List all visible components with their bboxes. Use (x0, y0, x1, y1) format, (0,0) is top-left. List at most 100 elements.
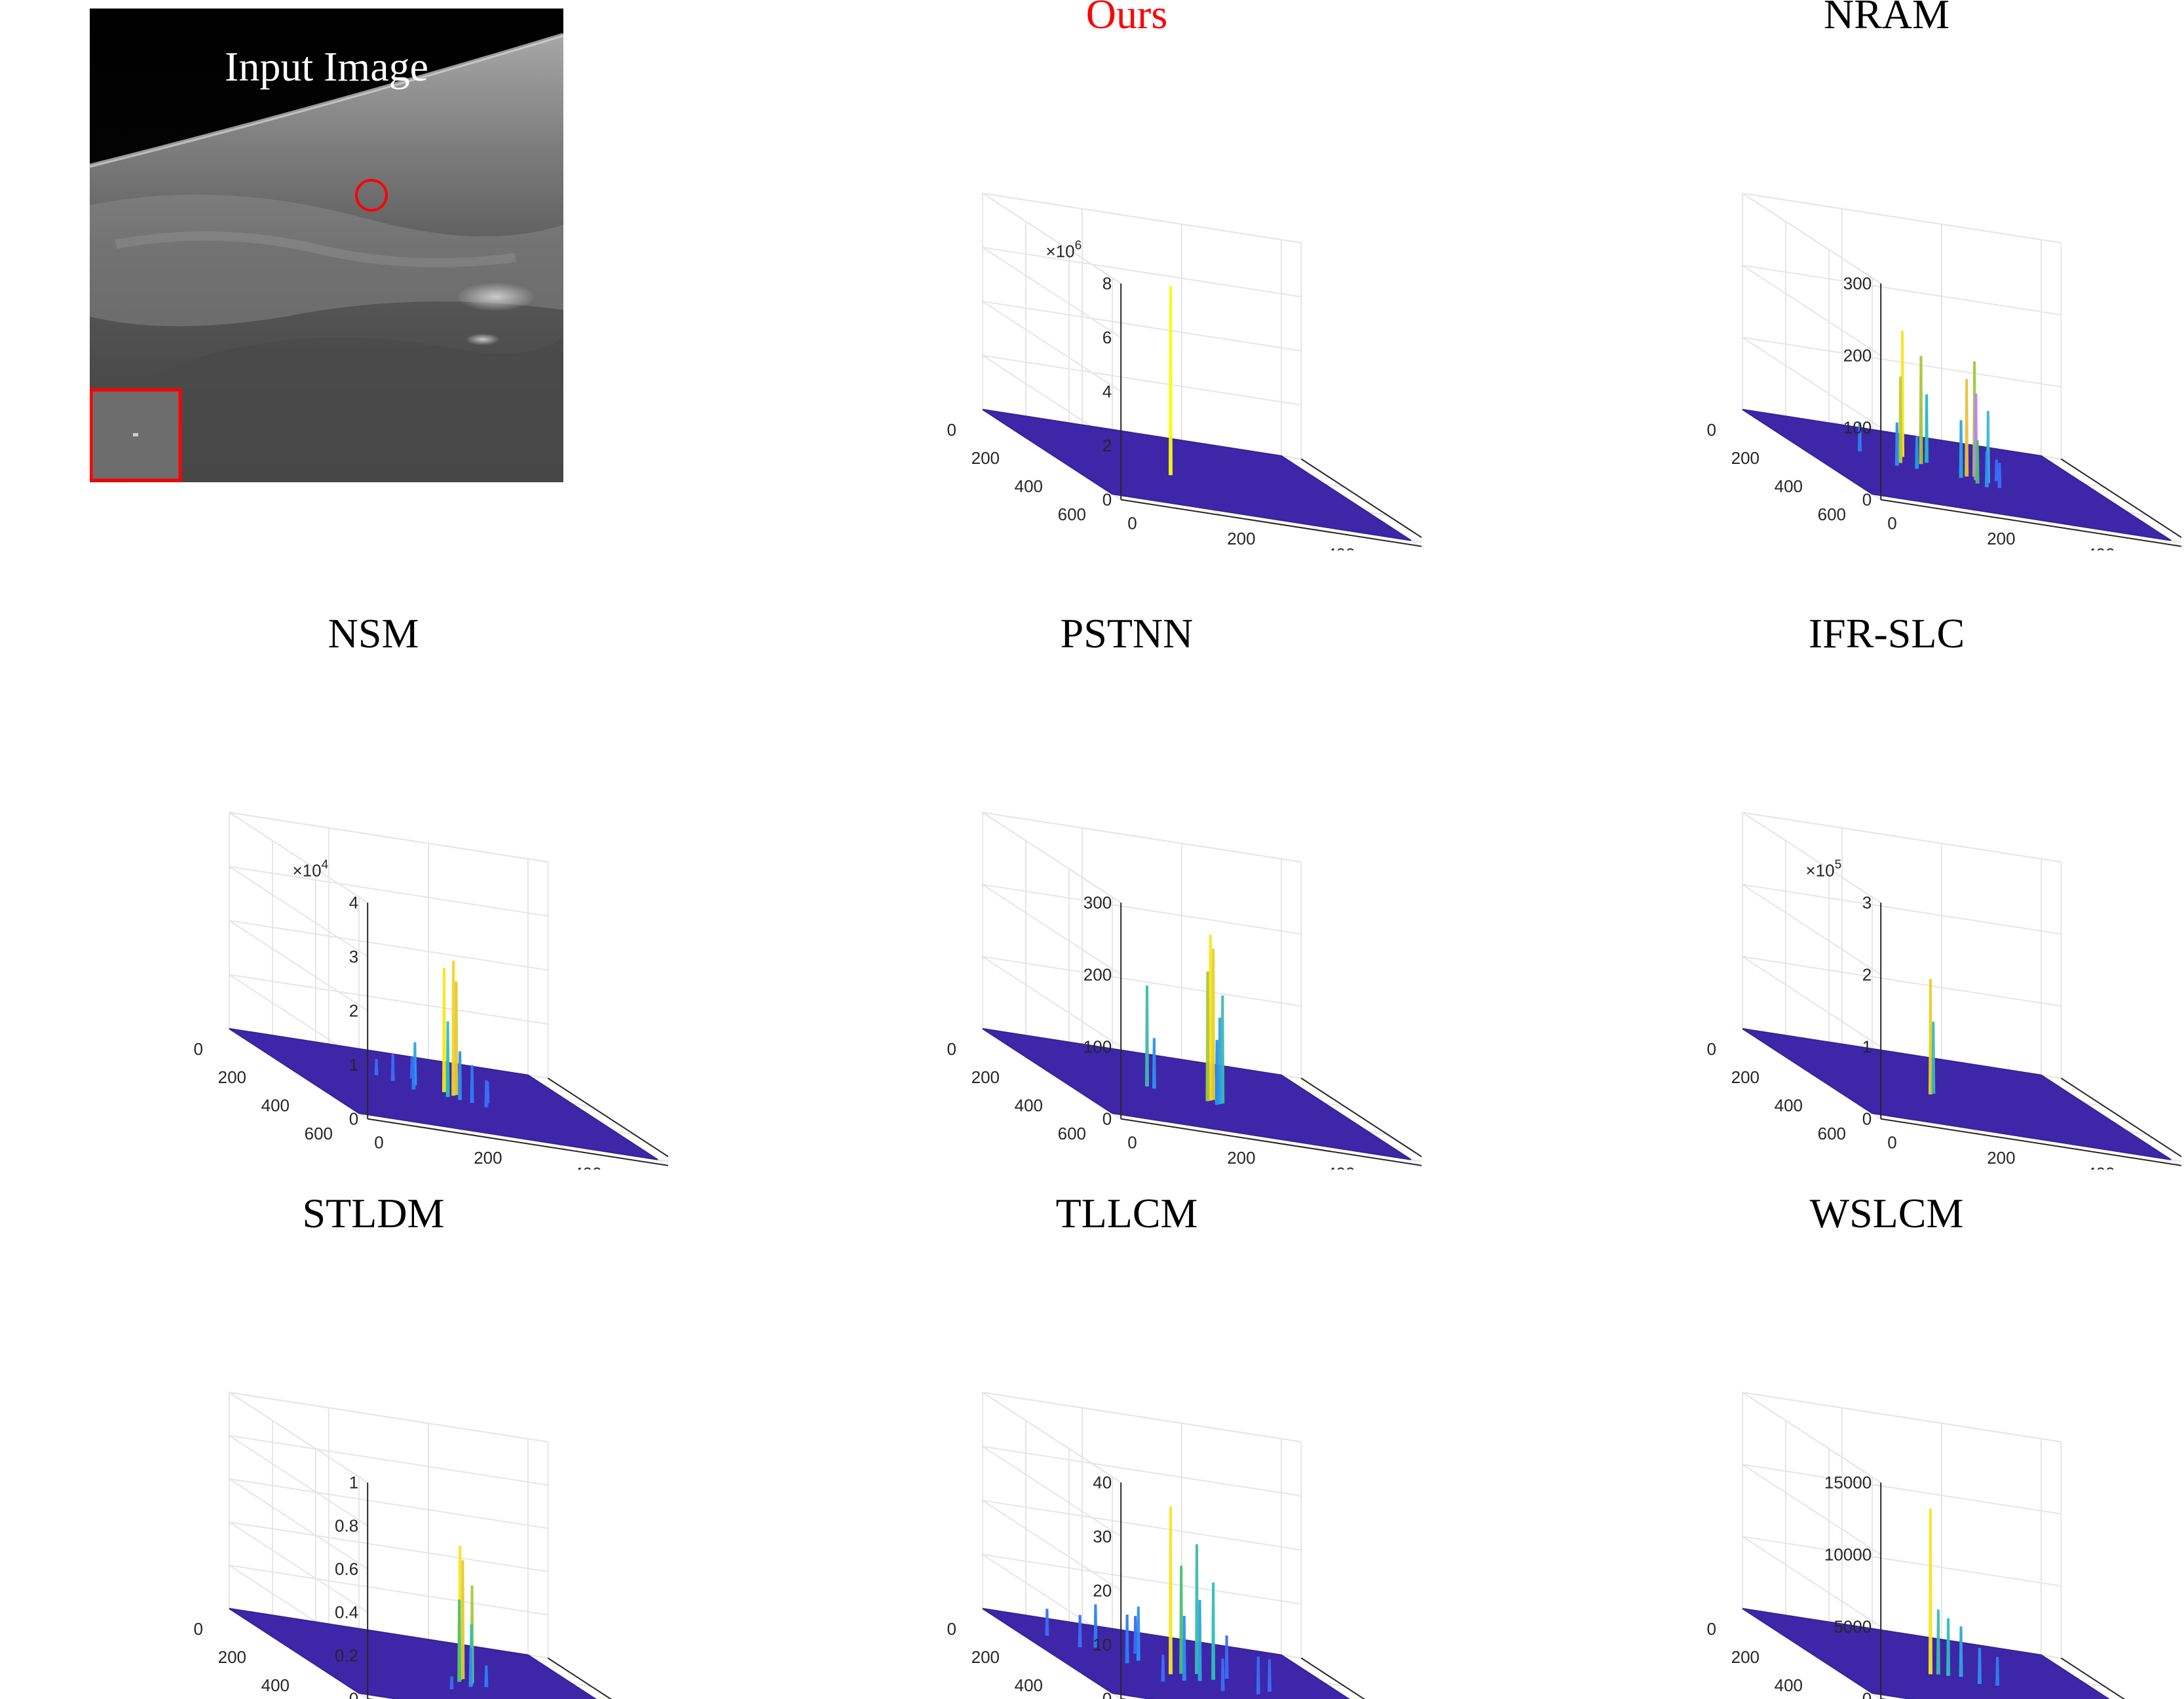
y-tick-label: 0 (194, 1619, 203, 1639)
z-tick-label: 200 (1083, 965, 1112, 985)
y-tick-label: 200 (971, 1647, 1000, 1667)
x-tick-label: 0 (1127, 514, 1137, 533)
tick-labels: 02004006000200400600010203040 (947, 1473, 1112, 1699)
tick-labels: 0200400600020040060001234×104 (194, 858, 602, 1170)
z-tick-label: 0 (1862, 1689, 1872, 1699)
x-tick-label: 200 (1227, 529, 1255, 548)
peak (1169, 1506, 1173, 1675)
surface-plot: 0200400600020040060000.20.40.60.81 (194, 1392, 612, 1699)
peaks (1929, 979, 1936, 1095)
surface-floor (1742, 1028, 2172, 1160)
surface-panel-ifr-slc: IFR-SLC020040060002004006000123×105 (1513, 610, 2181, 1170)
y-tick-label: 600 (305, 1124, 333, 1143)
peak (454, 982, 459, 1096)
tick-labels: 02004006000200400600050001000015000 (1707, 1473, 1872, 1699)
peak (1931, 1021, 1936, 1094)
peak (1179, 1565, 1184, 1674)
surface-plot: 020040060002004006000100200300 (1707, 193, 2181, 550)
target-circle-marker (355, 179, 388, 212)
surface-panel-pstnn: PSTNN020040060002004006000100200300 (753, 610, 1421, 1170)
axes (1880, 1482, 2126, 1699)
peak (1978, 1648, 1982, 1685)
x-tick-label: 400 (1327, 1164, 1355, 1170)
peak (1218, 1018, 1222, 1105)
peak (1220, 1658, 1225, 1691)
z-tick-label: 40 (1093, 1473, 1112, 1493)
surface-panel-nsm: NSM0200400600020040060001234×104 (0, 610, 668, 1170)
peak (458, 1051, 462, 1100)
surface-floor (1742, 409, 2172, 541)
panel-title: Ours (1085, 0, 1168, 37)
input-image (90, 9, 563, 482)
y-tick-label: 600 (1058, 505, 1086, 524)
peak (1946, 1618, 1951, 1676)
surface-plot: 0200400600020040060001234×104 (194, 812, 668, 1170)
surface-panel-tllcm: TLLCM02004006000200400600010203040 (753, 1190, 1421, 1699)
z-tick-label: 1 (349, 1473, 358, 1493)
surface-floor (982, 1028, 1412, 1160)
x-tick-label: 200 (1227, 1148, 1255, 1168)
peak (442, 968, 446, 1092)
peak (1929, 979, 1932, 1095)
z-tick-label: 10 (1093, 1635, 1112, 1654)
peak (468, 1648, 473, 1687)
peak (470, 1065, 474, 1103)
axes (1880, 902, 2181, 1166)
z-tick-label: 100 (1843, 418, 1872, 438)
peak (1211, 948, 1216, 1100)
surface-floor (982, 409, 1412, 541)
y-tick-label: 400 (1015, 1096, 1043, 1115)
z-multiplier-label: ×104 (293, 858, 329, 881)
peak (1965, 379, 1969, 477)
x-tick-label: 200 (1987, 529, 2015, 548)
y-tick-label: 200 (218, 1067, 246, 1087)
peak (1959, 1626, 1963, 1677)
peak (1078, 1614, 1082, 1648)
z-tick-label: 0.4 (335, 1603, 358, 1622)
y-tick-label: 0 (1707, 1039, 1716, 1059)
surface-floor (229, 1608, 597, 1699)
y-tick-label: 400 (1775, 1675, 1803, 1695)
peak (1975, 440, 1980, 484)
peak (1224, 1635, 1229, 1679)
peak (1145, 985, 1149, 1087)
z-multiplier-label: ×106 (1046, 239, 1082, 261)
z-tick-label: 20 (1093, 1581, 1112, 1601)
peak (1898, 376, 1903, 463)
z-tick-label: 1 (349, 1055, 358, 1075)
input-image-panel: Input Image (90, 9, 563, 482)
peak (374, 1059, 379, 1075)
z-tick-label: 4 (1102, 382, 1112, 402)
tick-labels: 020040060002004006000100200300 (1707, 274, 2115, 550)
y-tick-label: 0 (1707, 420, 1716, 440)
y-tick-label: 200 (1731, 1647, 1760, 1667)
surface-plot: 020040060002004006000123×105 (1707, 812, 2181, 1170)
z-tick-label: 0.2 (335, 1646, 358, 1666)
z-tick-label: 2 (1862, 965, 1872, 985)
x-tick-label: 200 (1987, 1148, 2015, 1168)
peaks (1929, 1508, 2000, 1686)
x-tick-label: 0 (1127, 1133, 1137, 1153)
y-tick-label: 0 (947, 1039, 956, 1059)
peak (1995, 1656, 2000, 1686)
peak (1925, 394, 1929, 463)
peak (485, 1081, 490, 1103)
z-tick-label: 200 (1843, 346, 1872, 366)
y-tick-label: 200 (971, 1067, 1000, 1087)
z-tick-label: 4 (349, 893, 358, 913)
peak (1919, 356, 1923, 465)
z-tick-label: 100 (1083, 1037, 1112, 1057)
tick-labels: 0200400600020040060002468×106 (947, 239, 1355, 550)
peak (1211, 1582, 1216, 1680)
peak (1045, 1609, 1049, 1636)
surface-panel-stldm: STLDM0200400600020040060000.20.40.60.81 (0, 1190, 668, 1699)
peak (1136, 1607, 1140, 1661)
peak (1268, 1659, 1271, 1692)
panel-title: STLDM (302, 1190, 445, 1236)
z-tick-label: 3 (349, 947, 358, 966)
peak (1195, 1544, 1199, 1674)
z-tick-label: 0 (349, 1689, 358, 1699)
peak (457, 1599, 462, 1682)
peak (1220, 995, 1225, 1104)
